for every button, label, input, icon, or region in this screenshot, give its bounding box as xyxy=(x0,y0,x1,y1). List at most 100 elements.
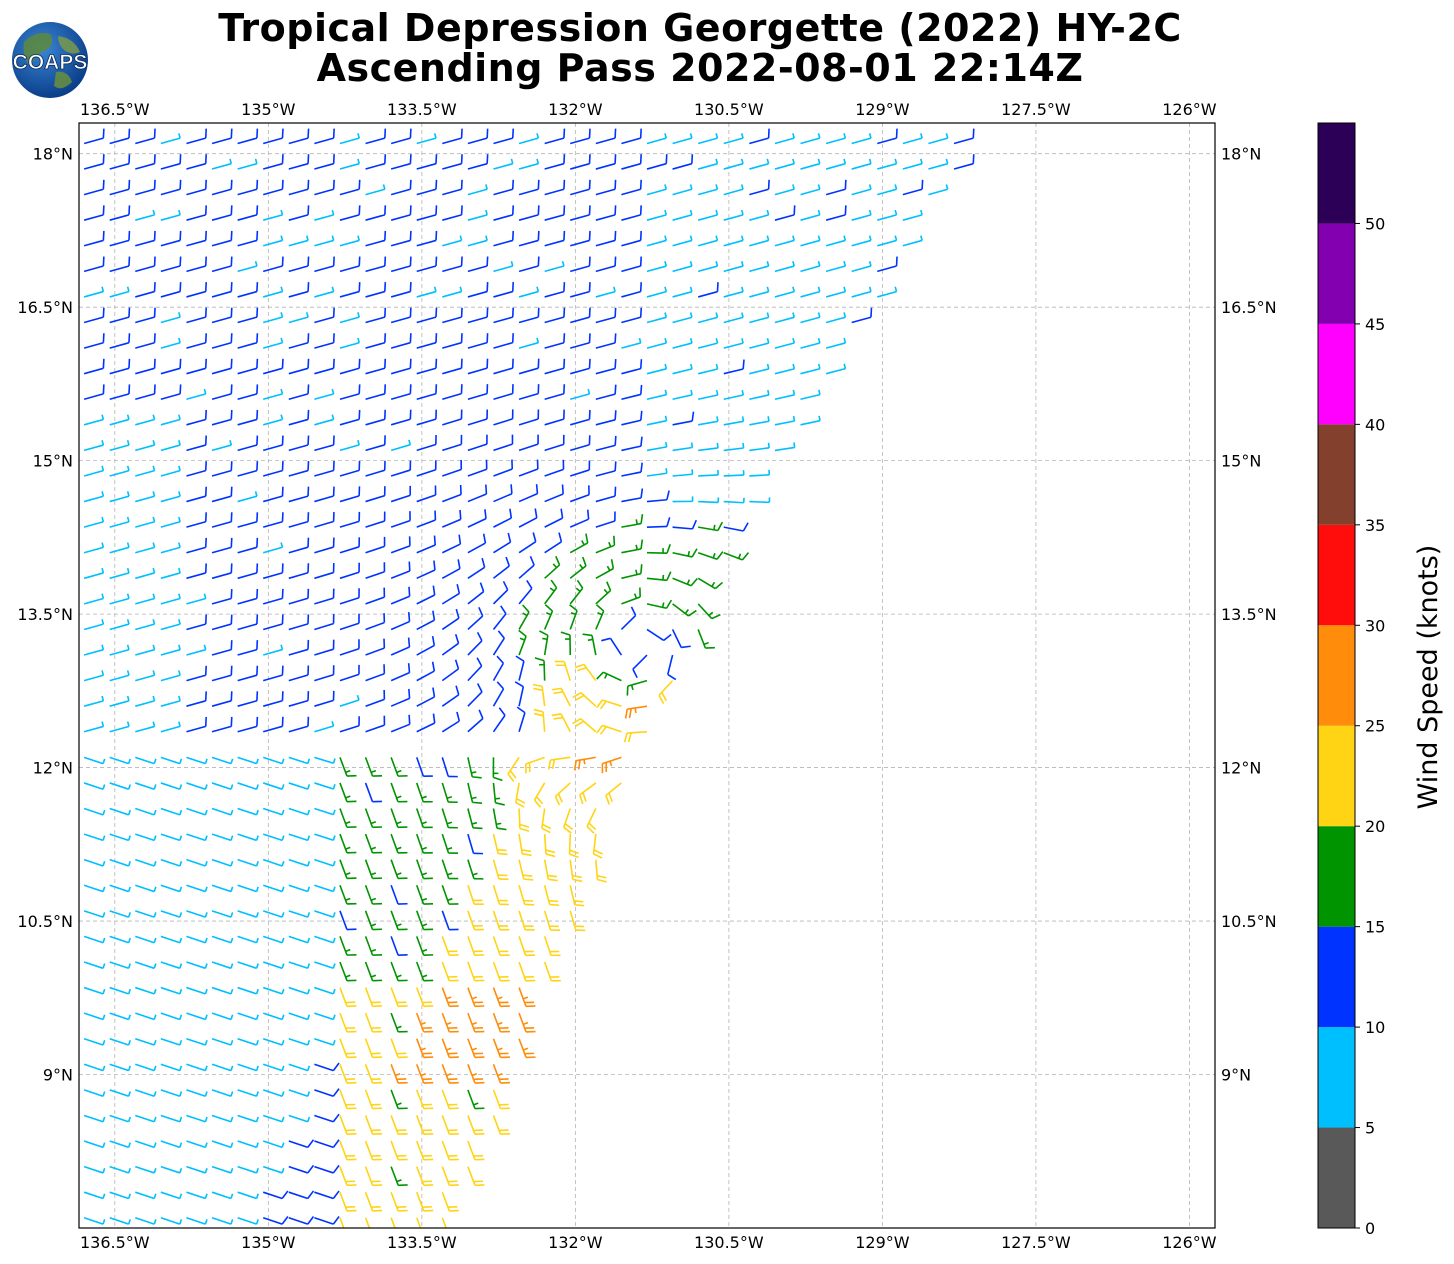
barb-staff xyxy=(493,316,513,324)
barb-staff xyxy=(416,137,437,145)
wind-barb xyxy=(646,261,668,273)
wind-barb xyxy=(288,756,311,765)
wind-barb xyxy=(186,282,208,298)
wind-barb xyxy=(697,235,719,247)
barb-staff xyxy=(442,392,462,401)
barb-half-flag xyxy=(229,158,233,164)
wind-barb xyxy=(467,910,485,931)
barb-flag xyxy=(586,509,590,520)
barb-flag xyxy=(509,770,517,779)
barb-half-flag xyxy=(370,872,377,876)
barb-staff xyxy=(211,884,232,893)
wind-barb xyxy=(416,485,437,503)
wind-barb xyxy=(109,619,130,631)
barb-staff xyxy=(135,597,155,605)
wind-barb xyxy=(672,209,693,221)
barb-staff xyxy=(288,961,309,970)
barb-staff xyxy=(774,394,795,401)
barb-half-flag xyxy=(126,286,130,292)
wind-barb xyxy=(135,1037,157,1046)
barb-staff xyxy=(467,1012,476,1033)
barb-staff xyxy=(211,674,232,682)
wind-barb xyxy=(314,588,335,605)
wind-barb xyxy=(186,935,208,944)
wind-barb xyxy=(544,128,566,145)
barb-staff xyxy=(262,572,283,580)
barb-staff xyxy=(109,782,129,791)
wind-barb xyxy=(365,536,386,554)
wind-barb xyxy=(262,1012,285,1021)
wind-barb xyxy=(135,179,156,196)
barb-staff xyxy=(262,520,283,528)
colorbar-tick-label: 10 xyxy=(1365,1018,1385,1037)
barb-half-flag xyxy=(178,542,181,548)
barb-flag xyxy=(472,776,482,779)
barb-half-flag xyxy=(254,158,258,164)
barb-staff xyxy=(83,495,104,503)
wind-barb xyxy=(109,1063,132,1072)
barb-staff xyxy=(237,367,258,375)
barb-staff xyxy=(263,418,283,426)
wind-barb xyxy=(492,910,510,931)
wind-barb xyxy=(877,128,898,145)
wind-barb xyxy=(186,593,207,605)
barb-half-flag xyxy=(127,988,132,995)
barb-flag xyxy=(307,1164,315,1174)
barb-half-flag xyxy=(396,1025,402,1029)
barb-half-flag xyxy=(255,1167,259,1174)
barb-staff xyxy=(160,239,181,247)
barb-staff xyxy=(390,697,410,707)
barb-staff xyxy=(237,188,258,196)
wind-barb xyxy=(186,614,208,631)
barb-staff xyxy=(518,1012,527,1033)
barb-flag xyxy=(690,577,698,587)
barb-half-flag xyxy=(255,784,259,790)
colorbar-bin xyxy=(1318,725,1355,827)
wind-barb xyxy=(262,563,284,580)
wind-barb xyxy=(237,205,259,221)
barb-staff xyxy=(262,546,283,554)
barb-half-flag xyxy=(818,389,821,395)
barb-staff xyxy=(339,961,348,981)
wind-barb xyxy=(672,133,693,145)
barb-staff xyxy=(288,188,309,196)
barb-staff xyxy=(83,782,104,791)
wind-barb xyxy=(314,1164,340,1174)
wind-barb xyxy=(263,179,284,196)
barb-half-flag xyxy=(179,1040,183,1046)
barb-staff xyxy=(518,239,539,247)
barb-staff xyxy=(415,859,425,879)
barb-staff xyxy=(263,341,283,349)
barb-staff xyxy=(493,367,513,375)
barb-half-flag xyxy=(447,897,453,902)
barb-half-flag xyxy=(471,1073,478,1077)
wind-barb xyxy=(415,1166,434,1187)
barb-flag xyxy=(666,517,671,527)
barb-staff xyxy=(467,936,476,956)
barb-staff xyxy=(646,419,667,426)
barb-staff xyxy=(442,518,462,528)
wind-barb xyxy=(442,179,463,196)
wind-barb xyxy=(364,884,383,905)
barb-staff xyxy=(851,214,872,221)
barb-staff xyxy=(186,521,206,528)
barb-staff xyxy=(723,474,744,477)
barb-staff xyxy=(492,808,498,829)
wind-barb xyxy=(442,333,463,349)
barb-half-flag xyxy=(153,1219,157,1225)
wind-barb xyxy=(211,833,234,842)
barb-staff xyxy=(135,572,155,580)
barb-half-flag xyxy=(345,948,351,953)
wind-barb xyxy=(595,511,616,528)
barb-half-flag xyxy=(741,389,745,396)
wind-barb xyxy=(160,670,181,682)
wind-barb xyxy=(186,512,208,528)
wind-barb xyxy=(774,363,796,375)
wind-barb xyxy=(415,961,434,982)
barb-half-flag xyxy=(597,612,603,616)
barb-staff xyxy=(877,137,897,145)
wind-barb xyxy=(390,439,412,452)
wind-barb xyxy=(109,205,131,221)
barb-staff xyxy=(314,674,334,682)
barb-half-flag xyxy=(281,988,285,995)
